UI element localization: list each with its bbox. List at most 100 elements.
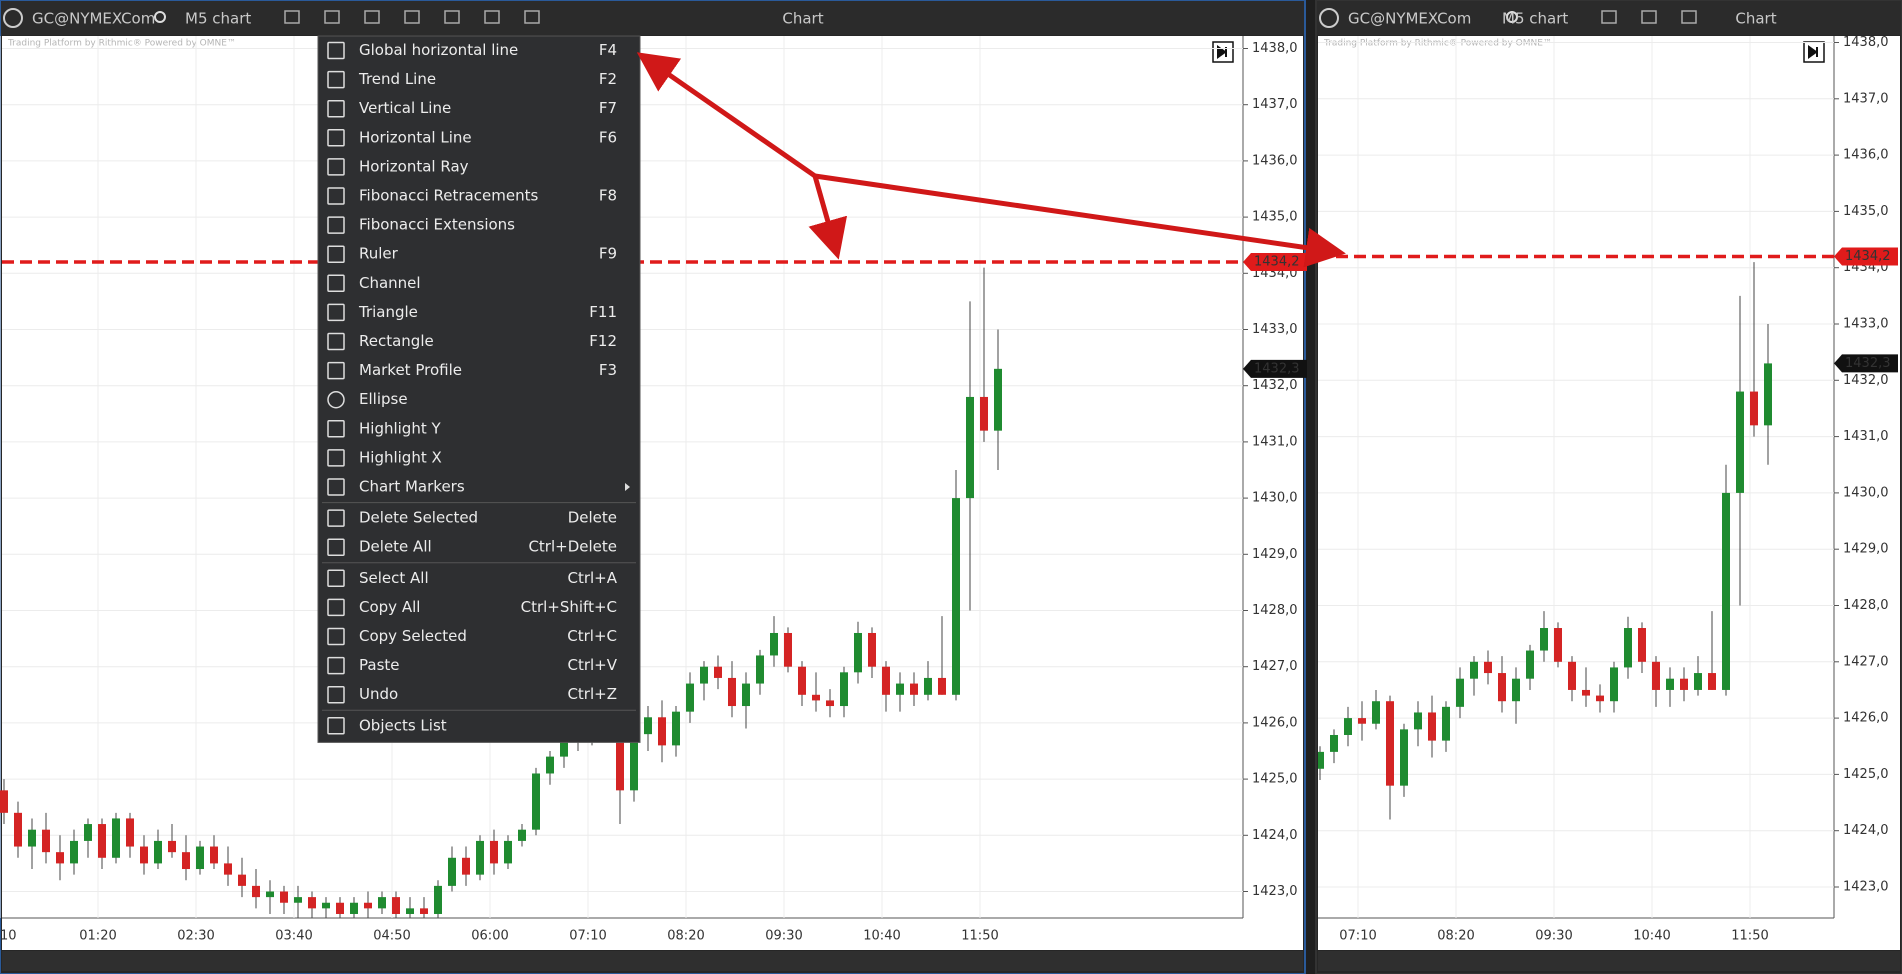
menu-icon [327, 390, 345, 409]
x-tick-label: 08:20 [667, 929, 704, 944]
menu-icon [327, 187, 345, 205]
x-tick-label: 06:00 [471, 929, 508, 944]
menu-shortcut: Ctrl+Delete [528, 538, 617, 556]
x-tick-label: 11:50 [1731, 929, 1768, 944]
menu-shortcut: F12 [589, 332, 617, 350]
menu-background [317, 35, 641, 743]
scroll-end-icon [1808, 45, 1818, 59]
candle-body [868, 632, 876, 667]
menu-icon [327, 656, 345, 675]
candle-body [476, 840, 484, 875]
candle-body [280, 891, 288, 903]
symbol[interactable]: GC@NYMEXCom [1348, 10, 1471, 28]
toolbar-icon[interactable] [1681, 10, 1697, 24]
candle-body [756, 655, 764, 684]
menu-icon [327, 274, 345, 293]
search-icon[interactable] [1506, 11, 1518, 23]
candle-body [336, 902, 344, 914]
candle-body [994, 368, 1002, 431]
menu-icon [327, 70, 345, 89]
menu-label: Select All [359, 569, 429, 587]
y-tick-label: 1438,0 [1843, 35, 1889, 50]
menu-icon [327, 420, 345, 438]
menu-label: Triangle [358, 303, 418, 321]
candle-body [294, 897, 302, 903]
x-tick-label: 09:30 [765, 929, 802, 944]
candle-body [1554, 628, 1562, 662]
menu-label: Undo [359, 685, 398, 703]
toolbar-icon[interactable] [484, 10, 500, 24]
x-tick-label: 08:20 [1437, 929, 1474, 944]
scrollbar[interactable] [1318, 951, 1900, 971]
candle-body [658, 717, 666, 746]
timeframe[interactable]: M5 chart [185, 10, 251, 28]
candle-body [546, 756, 554, 774]
hline-price-label: 1434,2 [1254, 255, 1300, 270]
candle-body [1470, 661, 1478, 679]
y-tick-label: 1425,0 [1252, 772, 1298, 787]
candle-body [112, 818, 120, 858]
menu-icon [327, 216, 345, 234]
menu-shortcut: Delete [568, 509, 617, 527]
menu-icon [327, 569, 345, 588]
context-menu: Global horizontal line F4 Trend Line F2 Vert… [317, 35, 641, 743]
search-icon[interactable] [154, 11, 166, 23]
y-tick-label: 1428,0 [1252, 603, 1298, 618]
candle-body [1694, 673, 1702, 690]
candle-body [938, 677, 946, 695]
y-tick-label: 1431,0 [1252, 434, 1298, 449]
y-tick-label: 1430,0 [1252, 491, 1298, 506]
toolbar-icon[interactable] [1601, 10, 1617, 24]
toolbar-icon[interactable] [324, 10, 340, 24]
symbol[interactable]: GC@NYMEXCom [32, 10, 155, 28]
candle-body [1330, 734, 1338, 752]
y-tick-label: 1437,0 [1252, 97, 1298, 112]
arrow [814, 173, 1346, 268]
menu-label: Delete Selected [359, 509, 478, 527]
menu-shortcut: F11 [589, 303, 617, 321]
toolbar-icon[interactable] [404, 10, 420, 24]
candle-body [1540, 628, 1548, 651]
toolbar [1317, 1, 1901, 35]
toolbar-icon[interactable] [444, 10, 460, 24]
arrow [636, 52, 817, 179]
toolbar-icon[interactable] [284, 10, 300, 24]
y-tick-label: 1436,0 [1843, 148, 1889, 163]
candle-body [854, 632, 862, 673]
candle-body [1680, 678, 1688, 690]
candle-body [308, 897, 316, 909]
timeframe[interactable]: M5 chart [1502, 10, 1568, 28]
y-tick-label: 1424,0 [1252, 828, 1298, 843]
menu-label: Market Profile [359, 361, 462, 379]
x-tick-label: 10:40 [1633, 929, 1670, 944]
candle-body [434, 885, 442, 914]
y-tick-label: 1424,0 [1843, 823, 1889, 838]
candle-body [84, 824, 92, 841]
menu-shortcut: F4 [599, 41, 617, 59]
scrollbar[interactable] [2, 951, 1303, 971]
y-tick-label: 1426,0 [1252, 715, 1298, 730]
candle-body [560, 739, 568, 757]
toolbar-icon[interactable] [1641, 10, 1657, 24]
candle-body [1652, 661, 1660, 690]
candle-body [364, 902, 372, 909]
candle-body [1526, 650, 1534, 679]
menu-label: Copy All [359, 598, 420, 616]
menu-label: Trend Line [358, 70, 436, 88]
candle-body [182, 852, 190, 870]
x-tick-label: 11:50 [961, 929, 998, 944]
candle-body [1722, 492, 1730, 690]
window-title: Chart [1735, 10, 1776, 28]
candle-body [1568, 661, 1576, 690]
candle-body [1372, 701, 1380, 724]
menu-label: Copy Selected [359, 627, 467, 645]
candle-body [322, 902, 330, 909]
candle-body [714, 666, 722, 678]
menu-icon [327, 478, 345, 496]
toolbar-icon[interactable] [524, 10, 540, 24]
menu-label: Fibonacci Extensions [359, 216, 515, 234]
candle-body [1414, 712, 1422, 730]
candle-body [742, 683, 750, 707]
toolbar-icon[interactable] [364, 10, 380, 24]
